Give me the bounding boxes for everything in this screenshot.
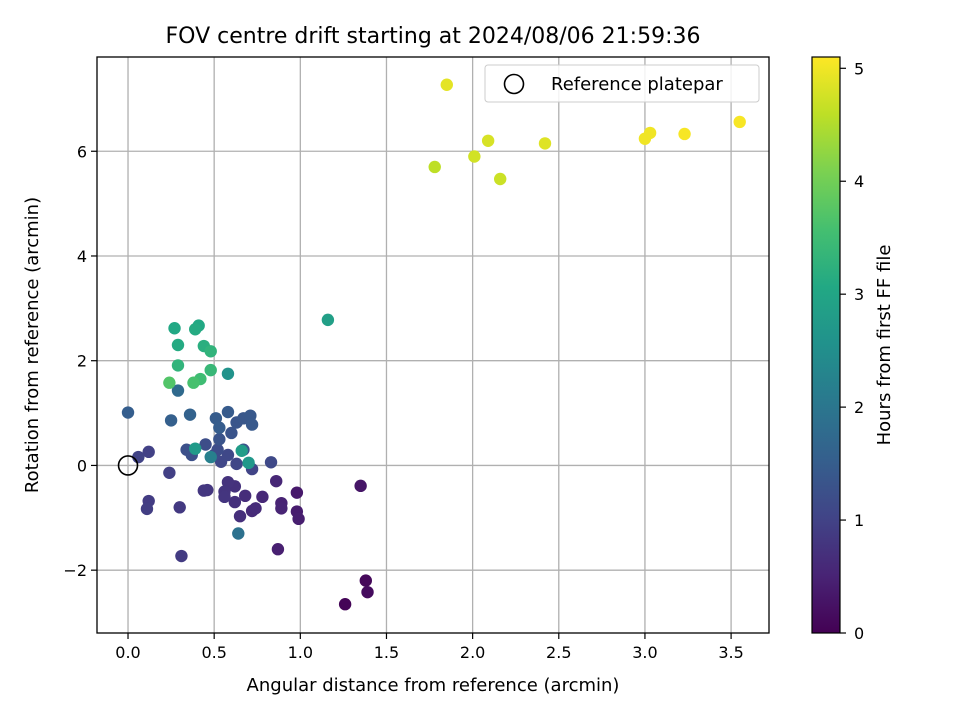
- scatter-point: [242, 456, 255, 470]
- chart-title: FOV centre drift starting at 2024/08/06 …: [166, 24, 701, 49]
- scatter-point: [204, 345, 217, 358]
- scatter-point: [187, 376, 200, 389]
- scatter-point: [175, 549, 188, 563]
- colorbar-tick-label: 4: [854, 172, 864, 191]
- scatter-point: [221, 367, 235, 380]
- scatter-point: [249, 502, 262, 515]
- colorbar-tick-label: 1: [854, 511, 864, 530]
- scatter-point: [221, 475, 235, 489]
- scatter-point: [440, 78, 453, 91]
- scatter-point: [209, 412, 223, 425]
- x-tick-label: 2.0: [460, 643, 485, 662]
- plot-frame: [96, 56, 770, 634]
- y-tick-label: 0: [77, 456, 87, 475]
- scatter-point: [275, 502, 288, 515]
- scatter-point: [228, 495, 242, 509]
- colorbar-ticks: 0 1 2 3 4 5: [840, 59, 864, 643]
- scatter-point: [140, 502, 154, 516]
- y-axis-label: Rotation from reference (arcmin): [22, 197, 43, 493]
- y-tick-label: 4: [77, 247, 87, 266]
- scatter-point: [121, 406, 135, 419]
- y-tick-label: 2: [77, 352, 87, 371]
- scatter-point: [173, 501, 186, 514]
- grid-lines: [97, 57, 769, 633]
- scatter-point: [494, 172, 507, 186]
- scatter-point: [238, 489, 252, 503]
- scatter-point: [678, 127, 691, 141]
- scatter-point: [292, 512, 305, 526]
- scatter-point: [321, 313, 335, 327]
- scatter-point: [733, 115, 746, 129]
- scatter-point: [163, 376, 176, 389]
- scatter-point: [359, 574, 372, 587]
- scatter-point: [538, 137, 552, 150]
- scatter-point: [361, 585, 374, 599]
- legend: Reference platepar: [484, 64, 760, 103]
- colorbar-label: Hours from first FF file: [874, 245, 895, 446]
- colorbar-tick-label: 0: [854, 624, 864, 643]
- scatter-point: [183, 408, 197, 421]
- x-tick-label: 3.5: [718, 643, 743, 662]
- y-axis-ticks: −2 0 2 4 6: [63, 142, 97, 580]
- scatter-point: [171, 359, 185, 372]
- y-tick-label: −2: [63, 561, 87, 580]
- scatter-point: [199, 438, 212, 451]
- scatter-point: [142, 445, 155, 459]
- scatter-point: [171, 384, 185, 397]
- colorbar: [811, 56, 841, 634]
- x-tick-label: 0.0: [115, 643, 140, 662]
- scatter-point: [245, 418, 259, 431]
- x-tick-label: 0.5: [201, 643, 226, 662]
- scatter-point: [221, 405, 235, 419]
- x-tick-label: 2.5: [546, 643, 571, 662]
- scatter-point: [428, 160, 441, 174]
- legend-label: Reference platepar: [551, 74, 723, 95]
- scatter-point: [232, 527, 245, 540]
- scatter-point: [197, 484, 211, 497]
- colorbar-tick-label: 5: [854, 59, 864, 78]
- scatter-point: [132, 450, 145, 464]
- scatter-point: [643, 126, 657, 140]
- scatter-point: [271, 543, 285, 556]
- scatter-point: [218, 490, 231, 504]
- scatter-point: [189, 323, 202, 336]
- colorbar-tick-label: 3: [854, 285, 864, 304]
- data-points: [121, 78, 746, 611]
- reference-point-marker: [117, 455, 139, 476]
- x-tick-label: 1.0: [288, 643, 313, 662]
- scatter-point: [481, 134, 495, 147]
- scatter-point: [189, 442, 202, 455]
- scatter-point: [164, 414, 178, 427]
- scatter-point: [225, 426, 238, 440]
- scatter-point: [230, 457, 243, 471]
- scatter-point: [256, 490, 269, 504]
- y-tick-label: 6: [77, 142, 87, 161]
- scatter-point: [270, 474, 283, 488]
- scatter-point: [235, 444, 248, 457]
- scatter-point: [213, 433, 226, 446]
- scatter-point: [264, 456, 278, 469]
- scatter-point: [221, 448, 235, 462]
- x-axis-ticks: 0.0 0.5 1.0 1.5 2.0 2.5 3.0 3.5: [115, 633, 744, 662]
- scatter-point: [354, 479, 367, 493]
- legend-marker: [503, 73, 525, 95]
- x-axis-label: Angular distance from reference (arcmin): [247, 675, 620, 696]
- scatter-point: [168, 322, 181, 335]
- scatter-point: [163, 466, 176, 479]
- scatter-point: [213, 421, 226, 434]
- scatter-point: [468, 150, 481, 163]
- colorbar-tick-label: 2: [854, 398, 864, 417]
- scatter-point: [171, 338, 185, 352]
- scatter-point: [233, 510, 247, 523]
- scatter-point: [338, 598, 352, 611]
- scatter-point: [204, 363, 217, 377]
- scatter-point: [204, 450, 217, 464]
- x-tick-label: 3.0: [632, 643, 657, 662]
- scatter-point: [290, 486, 304, 499]
- x-tick-label: 1.5: [374, 643, 399, 662]
- legend-box: [484, 64, 760, 103]
